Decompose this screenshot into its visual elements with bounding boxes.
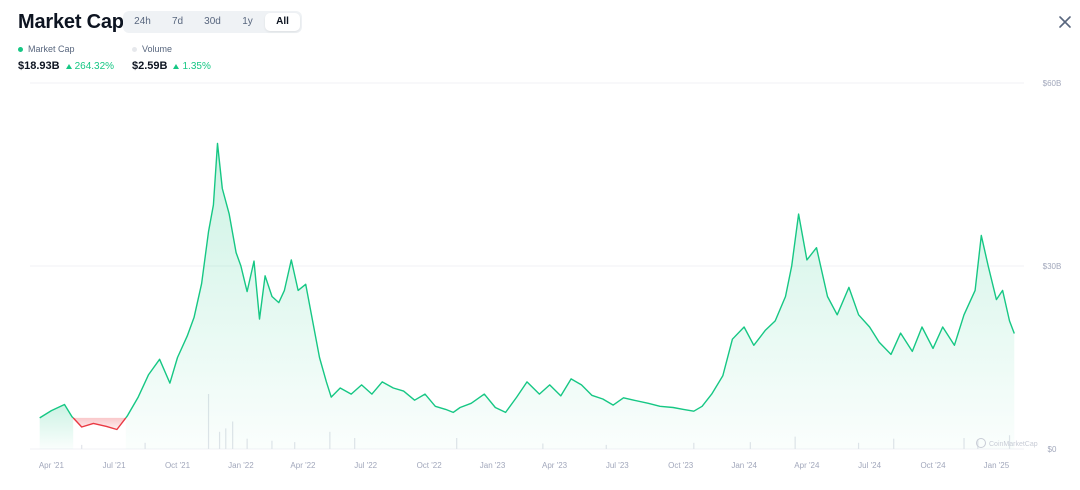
x-tick-label: Apr '21 [39, 461, 65, 470]
x-tick-label: Oct '22 [417, 461, 443, 470]
caret-up-icon [173, 63, 180, 69]
y-tick-label: $30B [1043, 262, 1062, 271]
tab-1y[interactable]: 1y [242, 16, 253, 27]
legend-market-cap-label: Market Cap [28, 44, 75, 54]
tab-all[interactable]: All [265, 13, 300, 31]
x-tick-label: Apr '24 [794, 461, 820, 470]
y-tick-label: $0 [1048, 445, 1057, 454]
legend-volume[interactable]: Volume [132, 44, 172, 54]
x-tick-label: Jan '22 [228, 461, 254, 470]
volume-bar [81, 444, 83, 449]
volume-dot-icon [132, 46, 137, 52]
market-cap-change: 264.32% [65, 60, 115, 72]
tab-30d[interactable]: 30d [204, 16, 221, 27]
market-cap-value: $18.93B [18, 60, 60, 72]
tab-24h[interactable]: 24h [134, 16, 151, 27]
market-cap-metric: $18.93B 264.32% [18, 60, 114, 72]
legend-volume-label: Volume [142, 44, 173, 54]
market-cap-area-up [125, 143, 1015, 449]
market-cap-area-up [39, 404, 74, 449]
volume-change: 1.35% [173, 60, 211, 72]
x-tick-label: Jan '23 [480, 461, 506, 470]
tab-7d[interactable]: 7d [171, 16, 184, 27]
volume-change-value: 1.35% [182, 60, 211, 72]
x-tick-label: Apr '23 [542, 461, 568, 470]
x-tick-label: Jul '24 [858, 461, 881, 470]
x-tick-label: Jul '21 [103, 461, 126, 470]
x-tick-label: Oct '23 [668, 461, 694, 470]
market-cap-change-value: 264.32% [74, 60, 115, 72]
close-icon[interactable] [1056, 13, 1074, 31]
legend-market-cap[interactable]: Market Cap [18, 44, 75, 54]
x-tick-label: Jan '24 [731, 461, 757, 470]
market-cap-line-up [39, 403, 74, 419]
market-cap-line-up [125, 142, 1015, 419]
market-cap-dot-icon [18, 46, 23, 52]
volume-metric: $2.59B 1.35% [132, 60, 211, 72]
x-tick-label: Jan '25 [984, 461, 1010, 470]
time-range-tabs: 24h 7d 30d 1y All [123, 11, 302, 33]
market-cap-area-down [73, 417, 126, 430]
x-tick-label: Jul '22 [354, 461, 377, 470]
caret-up-icon [65, 63, 72, 69]
volume-value: $2.59B [132, 60, 168, 72]
x-tick-label: Oct '24 [920, 461, 946, 470]
watermark-text: CoinMarketCap [989, 441, 1038, 448]
page-title: Market Cap [18, 11, 124, 33]
x-tick-label: Oct '21 [165, 461, 191, 470]
x-tick-label: Apr '22 [290, 461, 316, 470]
market-cap-line-down [72, 417, 127, 431]
watermark: CoinMarketCap [976, 438, 1038, 448]
x-tick-label: Jul '23 [606, 461, 629, 470]
y-tick-label: $60B [1043, 79, 1062, 88]
